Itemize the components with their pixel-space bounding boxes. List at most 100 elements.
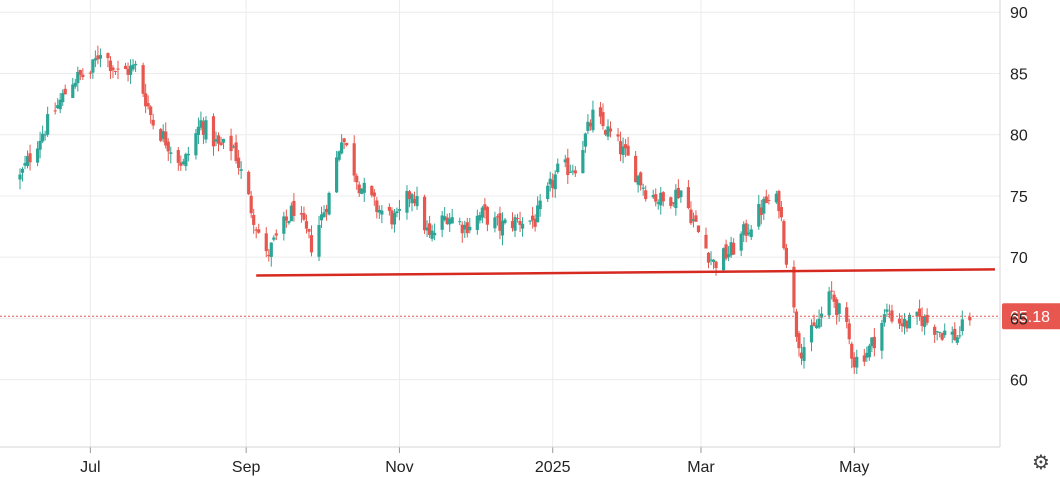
candle-body	[247, 171, 251, 195]
candle-body	[943, 330, 947, 336]
candle-body	[792, 266, 796, 308]
candle-body	[219, 142, 223, 146]
candle-body	[63, 88, 67, 95]
candle-body	[249, 195, 253, 214]
candle-body	[586, 121, 590, 131]
candle-body	[380, 210, 384, 215]
candle-body	[706, 252, 711, 263]
candle-body	[28, 153, 32, 163]
candle-body	[184, 153, 188, 167]
candle-body	[520, 223, 525, 229]
candle-body	[460, 224, 464, 234]
candle-body	[73, 82, 77, 87]
y-tick-label: 60	[1010, 373, 1028, 390]
candle-body	[636, 175, 640, 185]
candle-body	[862, 355, 866, 362]
candle-body	[322, 212, 326, 218]
candle-body	[536, 205, 540, 223]
candle-body	[799, 352, 804, 359]
x-tick-label: Nov	[385, 459, 413, 476]
y-tick-label: 85	[1010, 66, 1028, 83]
candle-body	[480, 207, 484, 218]
x-tick-label: May	[839, 459, 869, 476]
candle-body	[458, 221, 462, 223]
candle-body	[867, 345, 871, 358]
candle-body	[784, 247, 789, 265]
candle-body	[108, 60, 113, 72]
candle-body	[427, 223, 432, 235]
candle-body	[335, 157, 339, 193]
candle-body	[845, 307, 849, 323]
candle-body	[744, 223, 748, 236]
candle-body	[812, 322, 816, 326]
candle-body	[146, 103, 150, 107]
candle-body	[144, 93, 148, 107]
candle-body	[58, 99, 62, 110]
candle-body	[337, 151, 341, 160]
candle-body	[141, 65, 145, 94]
candle-body	[131, 64, 135, 70]
candle-body	[407, 191, 412, 199]
overlays: 65.18	[0, 268, 1060, 330]
candle-body	[513, 217, 517, 231]
candle-body	[151, 119, 155, 126]
candle-body	[563, 159, 567, 163]
candle-body	[257, 229, 261, 233]
candle-body	[317, 225, 321, 257]
candle-body	[307, 229, 311, 232]
x-tick-label: Jul	[80, 459, 100, 476]
candle-body	[422, 196, 427, 231]
candle-body	[827, 291, 831, 316]
candle-body	[503, 219, 507, 223]
candle-body	[510, 221, 515, 229]
candle-body	[46, 114, 50, 135]
candle-body	[691, 219, 696, 221]
candle-body	[186, 153, 190, 156]
candle-body	[809, 325, 814, 343]
candle-body	[98, 55, 103, 59]
candle-body	[518, 220, 522, 225]
candle-body	[679, 190, 683, 198]
candle-body	[106, 53, 110, 59]
candle-body	[128, 65, 133, 75]
candle-body	[166, 141, 170, 152]
candle-body	[955, 337, 959, 343]
axes: 60 65 70 75 80 85 90 Jul Sep Nov 2025 Mar May	[0, 0, 1028, 476]
gear-icon[interactable]: ⚙	[1032, 452, 1050, 474]
candle-body	[161, 131, 165, 139]
candle-body	[925, 314, 929, 323]
candle-body	[890, 310, 894, 322]
candle-body	[327, 192, 331, 215]
candle-body	[870, 337, 874, 347]
candle-body	[782, 221, 786, 249]
candle-body	[78, 69, 82, 75]
candle-body	[133, 63, 138, 66]
candle-body	[533, 218, 537, 227]
candle-body	[709, 259, 713, 261]
candle-body	[53, 110, 57, 112]
candle-body	[201, 121, 206, 135]
candle-body	[164, 131, 168, 146]
candle-body	[674, 189, 678, 209]
candle-body	[176, 150, 180, 163]
candle-body	[847, 323, 851, 340]
candle-body	[832, 294, 836, 302]
candle-body	[603, 130, 608, 135]
candle-body	[900, 323, 904, 327]
candle-body	[483, 204, 487, 211]
candle-body	[669, 197, 673, 206]
candle-body	[606, 126, 610, 137]
candle-body	[689, 209, 693, 224]
candle-body	[905, 320, 909, 329]
candle-body	[35, 148, 40, 163]
candle-body	[214, 139, 218, 142]
candle-body	[538, 200, 542, 210]
candle-body	[830, 290, 834, 292]
candle-body	[478, 215, 482, 221]
candle-body	[445, 217, 449, 224]
candle-body	[196, 126, 201, 136]
candle-body	[440, 215, 444, 230]
candle-body	[387, 206, 391, 211]
